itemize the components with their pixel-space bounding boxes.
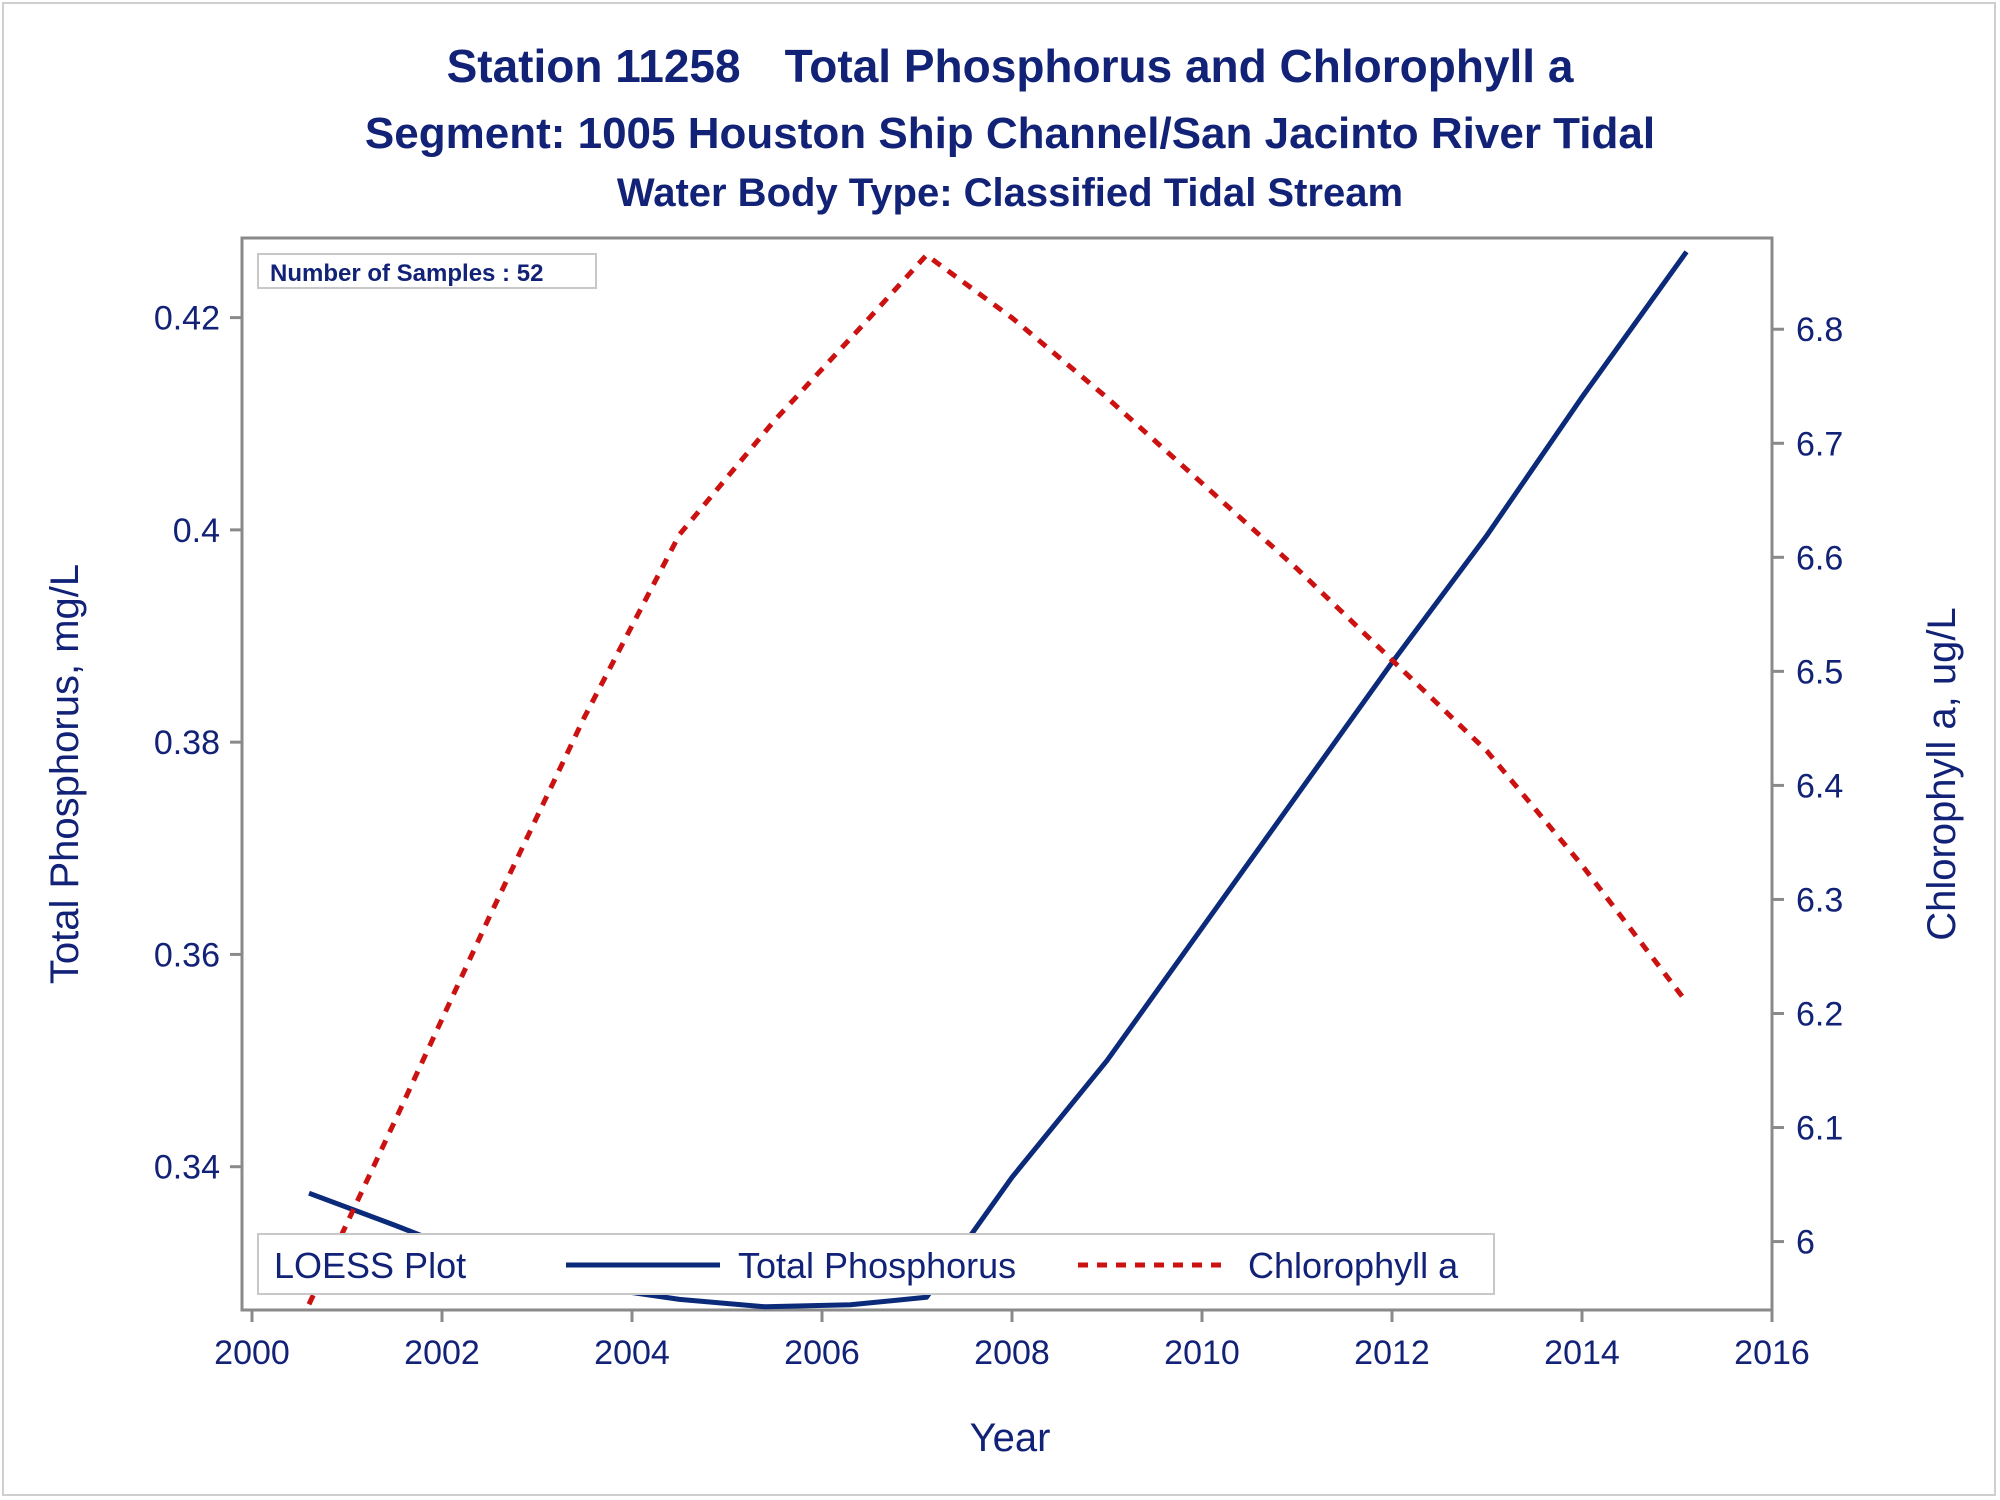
y-left-tick-label: 0.38	[154, 724, 220, 762]
title-station: Station 11258	[447, 40, 741, 92]
y-right-tick-label: 6.1	[1796, 1110, 1843, 1148]
series-line-total-phosphorus	[308, 250, 1689, 1310]
y-left-tick-label: 0.4	[173, 512, 220, 550]
chart-title: Station 11258 Total Phosphorus and Chloro…	[447, 40, 1574, 92]
y-right-tick-label: 6.5	[1796, 653, 1843, 691]
x-tick-label: 2014	[1544, 1334, 1620, 1372]
y-right-tick-label: 6.7	[1796, 425, 1843, 463]
legend-item-chlorophyll: Chlorophyll a	[1248, 1245, 1459, 1286]
title-main: Total Phosphorus and Chlorophyll a	[785, 40, 1574, 92]
x-tick-label: 2010	[1164, 1334, 1240, 1372]
x-tick-label: 2000	[214, 1334, 290, 1372]
y-right-tick-label: 6.6	[1796, 539, 1843, 577]
y-axis-left-label: Total Phosphorus, mg/L	[43, 564, 87, 984]
legend-item-phosphorus: Total Phosphorus	[738, 1245, 1016, 1286]
x-tick-label: 2006	[784, 1334, 860, 1372]
y-right-tick-label: 6	[1796, 1224, 1815, 1262]
y-left-tick-label: 0.42	[154, 300, 220, 338]
y-right-tick-label: 6.4	[1796, 767, 1843, 805]
sample-count-label: Number of Samples : 52	[270, 260, 543, 287]
legend-box	[257, 1233, 1495, 1295]
y-right-tick-label: 6.3	[1796, 881, 1843, 919]
series-line-chlorophyll-a	[306, 252, 1689, 1306]
y-left-tick-label: 0.36	[154, 936, 220, 974]
plot-area	[240, 236, 1774, 1312]
y-right-tick-label: 6.2	[1796, 995, 1843, 1033]
sample-count-box	[257, 253, 597, 289]
x-tick-label: 2002	[404, 1334, 480, 1372]
x-tick-label: 2016	[1734, 1334, 1810, 1372]
legend: LOESS Plot Total Phosphorus Chlorophyll …	[257, 1233, 1495, 1295]
x-tick-label: 2004	[594, 1334, 670, 1372]
y-right-tick-label: 6.8	[1796, 311, 1843, 349]
series-lines	[306, 250, 1689, 1310]
axis-ticks: 2000 2002 2004 2006 2008 2010 2012 2014 2016 0.34…	[154, 300, 1843, 1372]
chart-subtitle-waterbody: Water Body Type: Classified Tidal Stream	[617, 171, 1403, 215]
legend-title: LOESS Plot	[274, 1245, 466, 1286]
x-tick-label: 2008	[974, 1334, 1050, 1372]
y-axis-right-label: Chlorophyll a, ug/L	[1920, 607, 1964, 941]
x-tick-label: 2012	[1354, 1334, 1430, 1372]
y-left-tick-label: 0.34	[154, 1149, 220, 1187]
chart-subtitle-segment: Segment: 1005 Houston Ship Channel/San J…	[365, 109, 1655, 158]
x-axis-label: Year	[970, 1416, 1051, 1460]
sample-count-inset: Number of Samples : 52	[257, 253, 597, 289]
